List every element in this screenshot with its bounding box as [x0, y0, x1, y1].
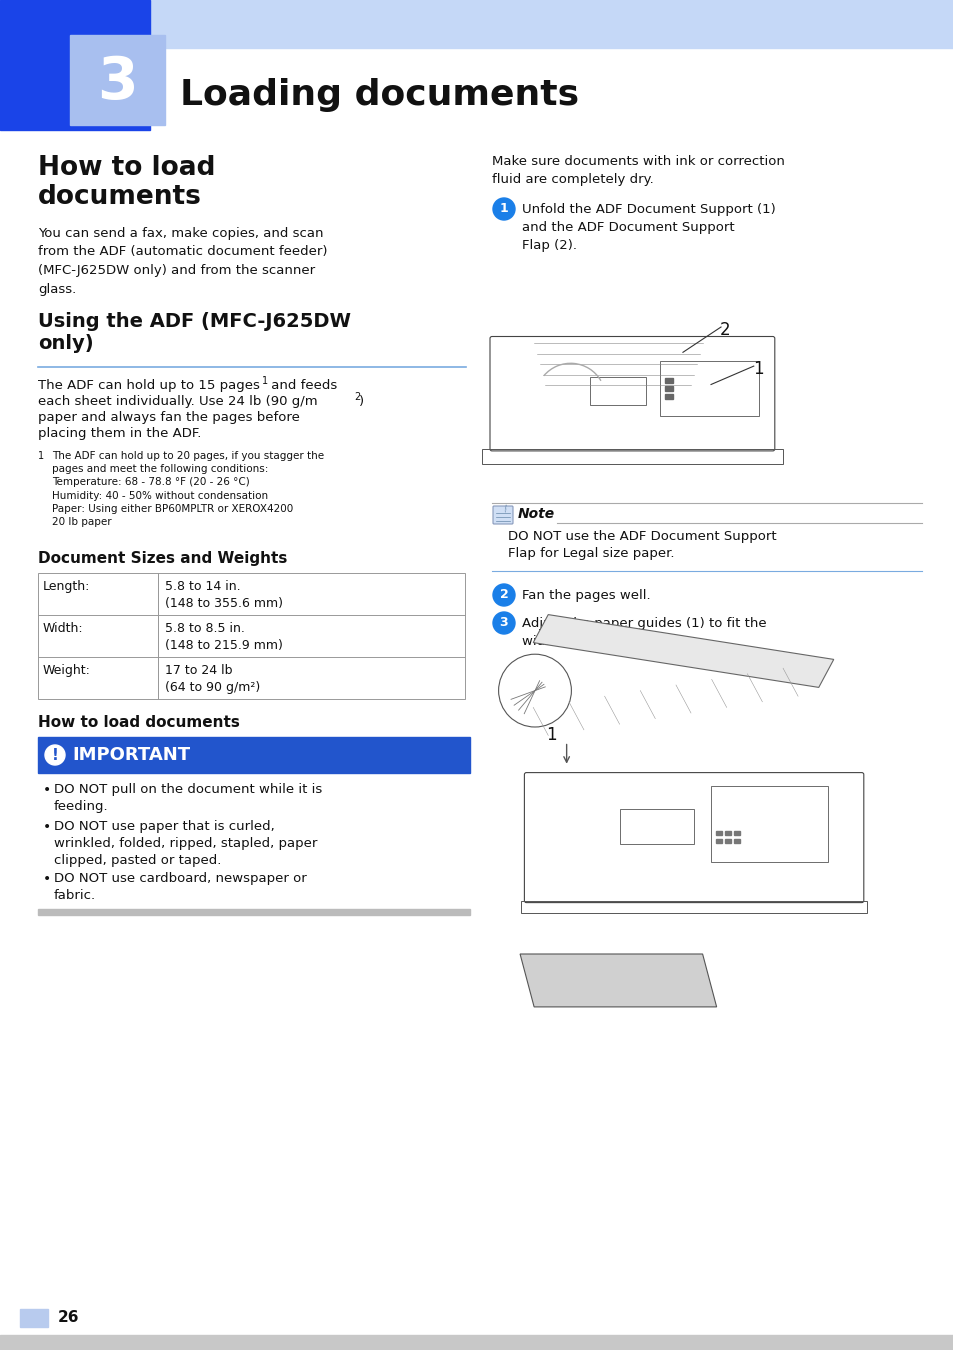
Text: Adjust the paper guides (1) to fit the
width of your document.: Adjust the paper guides (1) to fit the w…: [521, 617, 766, 648]
Text: DO NOT pull on the document while it is
feeding.: DO NOT pull on the document while it is …: [54, 783, 322, 813]
Bar: [710, 786, 827, 861]
Polygon shape: [519, 954, 716, 1007]
Text: 5.8 to 8.5 in.
(148 to 215.9 mm): 5.8 to 8.5 in. (148 to 215.9 mm): [165, 622, 283, 652]
Bar: [0, 0, 150, 130]
Text: paper and always fan the pages before: paper and always fan the pages before: [38, 410, 299, 424]
Bar: [715, 838, 721, 842]
Circle shape: [493, 585, 515, 606]
Text: DO NOT use the ADF Document Support
Flap for Legal size paper.: DO NOT use the ADF Document Support Flap…: [507, 531, 776, 560]
Circle shape: [493, 612, 515, 634]
Bar: [38, 909, 470, 915]
Text: 2: 2: [354, 392, 360, 402]
Bar: [521, 900, 866, 913]
Text: How to load
documents: How to load documents: [38, 155, 215, 211]
Text: !: !: [51, 748, 58, 763]
Circle shape: [493, 198, 515, 220]
Text: 2: 2: [719, 321, 730, 339]
Bar: [665, 394, 673, 400]
Bar: [38, 737, 470, 774]
Text: 3: 3: [499, 617, 508, 629]
Text: Document Sizes and Weights: Document Sizes and Weights: [38, 551, 287, 566]
Bar: [0, 1335, 953, 1350]
Bar: [659, 360, 758, 416]
Text: •: •: [43, 819, 51, 834]
Bar: [70, 35, 165, 126]
Text: 1: 1: [262, 377, 268, 386]
Text: /: /: [503, 505, 508, 514]
Bar: [20, 1310, 48, 1327]
Text: DO NOT use cardboard, newspaper or
fabric.: DO NOT use cardboard, newspaper or fabri…: [54, 872, 307, 902]
Text: Make sure documents with ink or correction
fluid are completely dry.: Make sure documents with ink or correcti…: [492, 155, 784, 186]
Text: each sheet individually. Use 24 lb (90 g/m: each sheet individually. Use 24 lb (90 g…: [38, 396, 317, 408]
Text: The ADF can hold up to 20 pages, if you stagger the
pages and meet the following: The ADF can hold up to 20 pages, if you …: [52, 451, 324, 526]
Text: 2: 2: [499, 589, 508, 602]
FancyBboxPatch shape: [493, 506, 513, 524]
Text: •: •: [43, 783, 51, 796]
Polygon shape: [533, 614, 833, 687]
Text: 1: 1: [546, 725, 557, 744]
Bar: [715, 830, 721, 834]
Text: You can send a fax, make copies, and scan
from the ADF (automatic document feede: You can send a fax, make copies, and sca…: [38, 227, 327, 296]
Text: Note: Note: [517, 508, 555, 521]
Text: DO NOT use paper that is curled,
wrinkled, folded, ripped, stapled, paper
clippe: DO NOT use paper that is curled, wrinkle…: [54, 819, 317, 867]
Text: 26: 26: [58, 1311, 79, 1326]
Text: 1: 1: [753, 360, 763, 378]
Text: Loading documents: Loading documents: [180, 78, 578, 112]
Bar: [481, 450, 782, 464]
Text: Fan the pages well.: Fan the pages well.: [521, 589, 650, 602]
Bar: [619, 809, 694, 844]
Text: placing them in the ADF.: placing them in the ADF.: [38, 427, 201, 440]
Bar: [590, 377, 646, 405]
Text: 3: 3: [96, 54, 137, 111]
Text: Using the ADF (MFC-J625DW
only): Using the ADF (MFC-J625DW only): [38, 312, 351, 352]
Text: Unfold the ADF Document Support (1)
and the ADF Document Support
Flap (2).: Unfold the ADF Document Support (1) and …: [521, 202, 775, 252]
Circle shape: [45, 745, 65, 765]
Bar: [665, 378, 673, 383]
Bar: [724, 830, 730, 834]
Text: IMPORTANT: IMPORTANT: [71, 747, 190, 764]
Text: 5.8 to 14 in.
(148 to 355.6 mm): 5.8 to 14 in. (148 to 355.6 mm): [165, 580, 283, 610]
Text: and feeds: and feeds: [267, 379, 337, 391]
Text: Weight:: Weight:: [43, 664, 91, 676]
Bar: [0, 0, 953, 49]
Text: Width:: Width:: [43, 622, 84, 634]
Bar: [733, 838, 740, 842]
Bar: [733, 830, 740, 834]
Text: 17 to 24 lb
(64 to 90 g/m²): 17 to 24 lb (64 to 90 g/m²): [165, 664, 260, 694]
Text: ): ): [358, 396, 364, 408]
Text: 1: 1: [499, 202, 508, 216]
Text: •: •: [43, 872, 51, 886]
Text: Length:: Length:: [43, 580, 91, 593]
Bar: [38, 572, 464, 699]
Text: The ADF can hold up to 15 pages: The ADF can hold up to 15 pages: [38, 379, 259, 391]
Bar: [665, 386, 673, 391]
Text: 1: 1: [38, 451, 44, 460]
Bar: [724, 838, 730, 842]
Text: How to load documents: How to load documents: [38, 716, 239, 730]
